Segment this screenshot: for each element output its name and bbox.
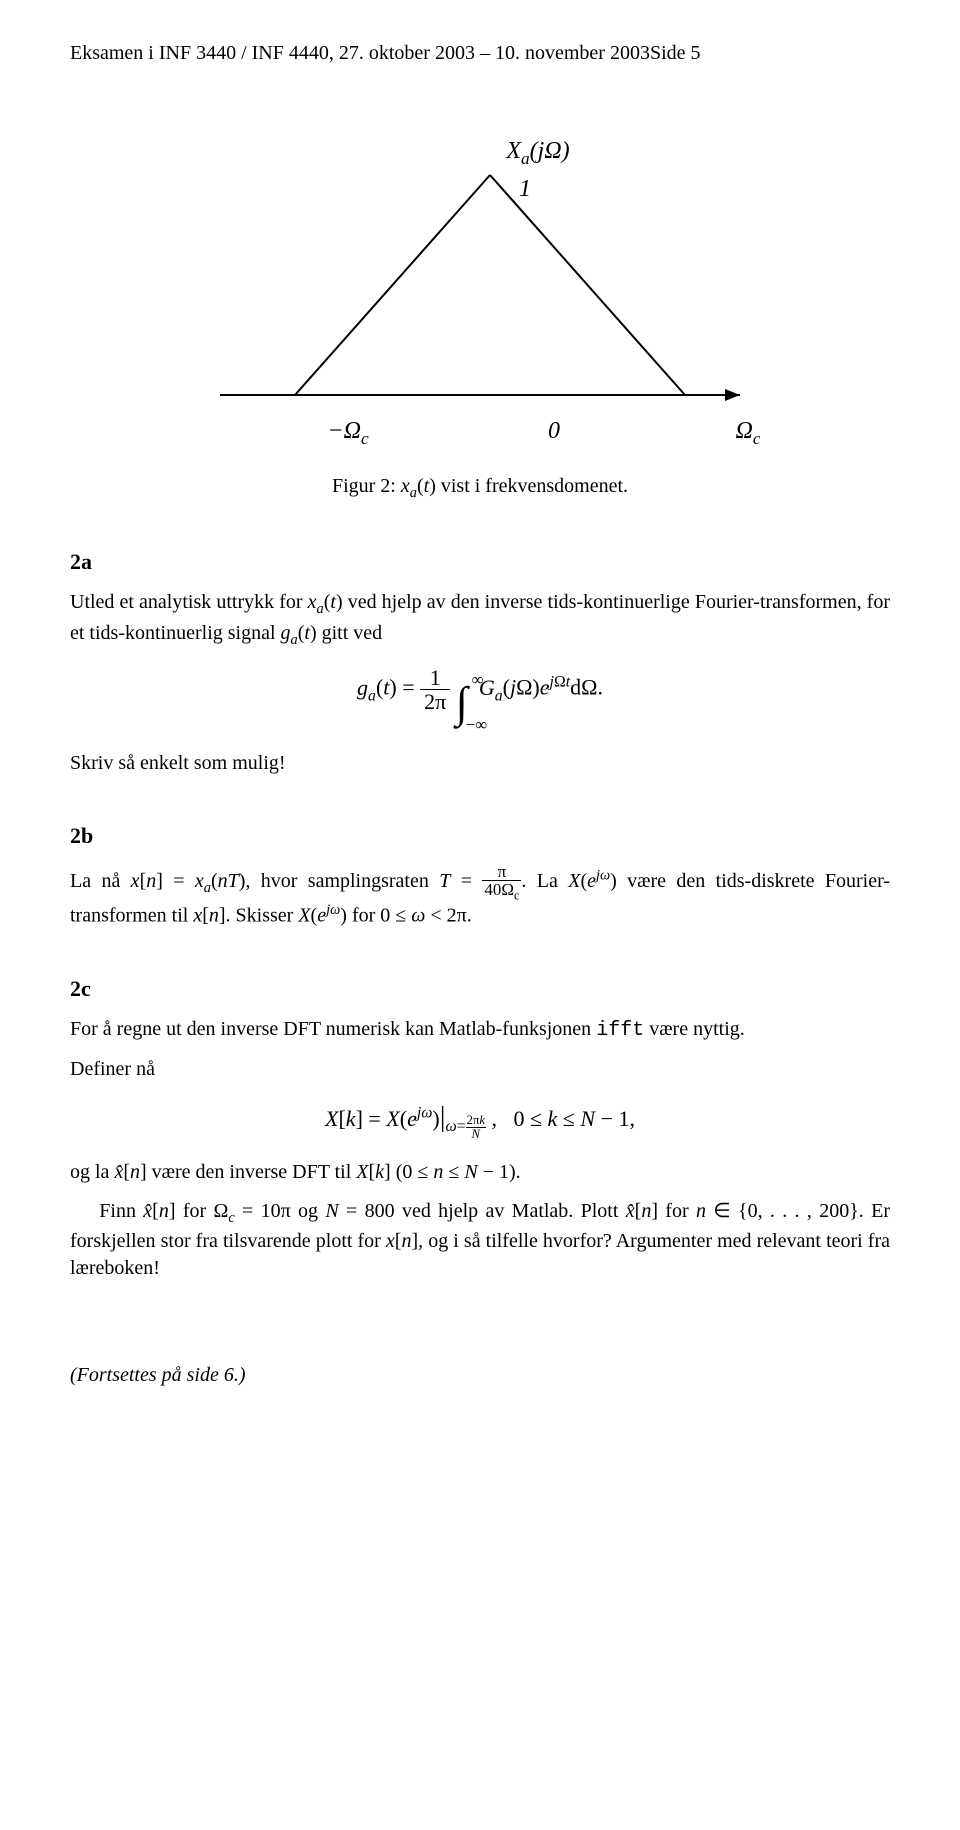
section-2b-body: La nå x[n] = xa(nT), hvor samplingsraten… [70, 863, 890, 930]
figure-2: Xa(jΩ)1−Ωc0ΩcΩ Figur 2: xa(t) vist i fre… [70, 115, 890, 503]
section-2b-label: 2b [70, 821, 890, 851]
section-2c-p4: Finn x̂[n] for Ωc = 10π og N = 800 ved h… [70, 1198, 890, 1282]
figure-2-caption: Figur 2: xa(t) vist i frekvensdomenet. [70, 473, 890, 503]
section-2a-tail: Skriv så enkelt som mulig! [70, 750, 890, 777]
continued-note: (Fortsettes på side 6.) [70, 1362, 890, 1389]
section-2c-define-label: Definer nå [70, 1056, 890, 1083]
section-2c-label: 2c [70, 974, 890, 1004]
page-header: Eksamen i INF 3440 / INF 4440, 27. oktob… [70, 40, 890, 67]
section-2c-p1: For å regne ut den inverse DFT numerisk … [70, 1016, 890, 1044]
figure-2-svg: Xa(jΩ)1−Ωc0ΩcΩ [200, 115, 760, 455]
section-2c-p3: og la x̂[n] være den inverse DFT til X[k… [70, 1159, 890, 1186]
section-2a-intro: Utled et analytisk uttrykk for xa(t) ved… [70, 589, 890, 650]
section-2a-label: 2a [70, 547, 890, 577]
section-2c-equation: X[k] = X(ejω)|ω=2πkN , 0 ≤ k ≤ N − 1, [70, 1099, 890, 1141]
section-2a-equation: ga(t) = 12π ∫∞−∞ Ga(jΩ)ejΩtdΩ. [70, 666, 890, 732]
